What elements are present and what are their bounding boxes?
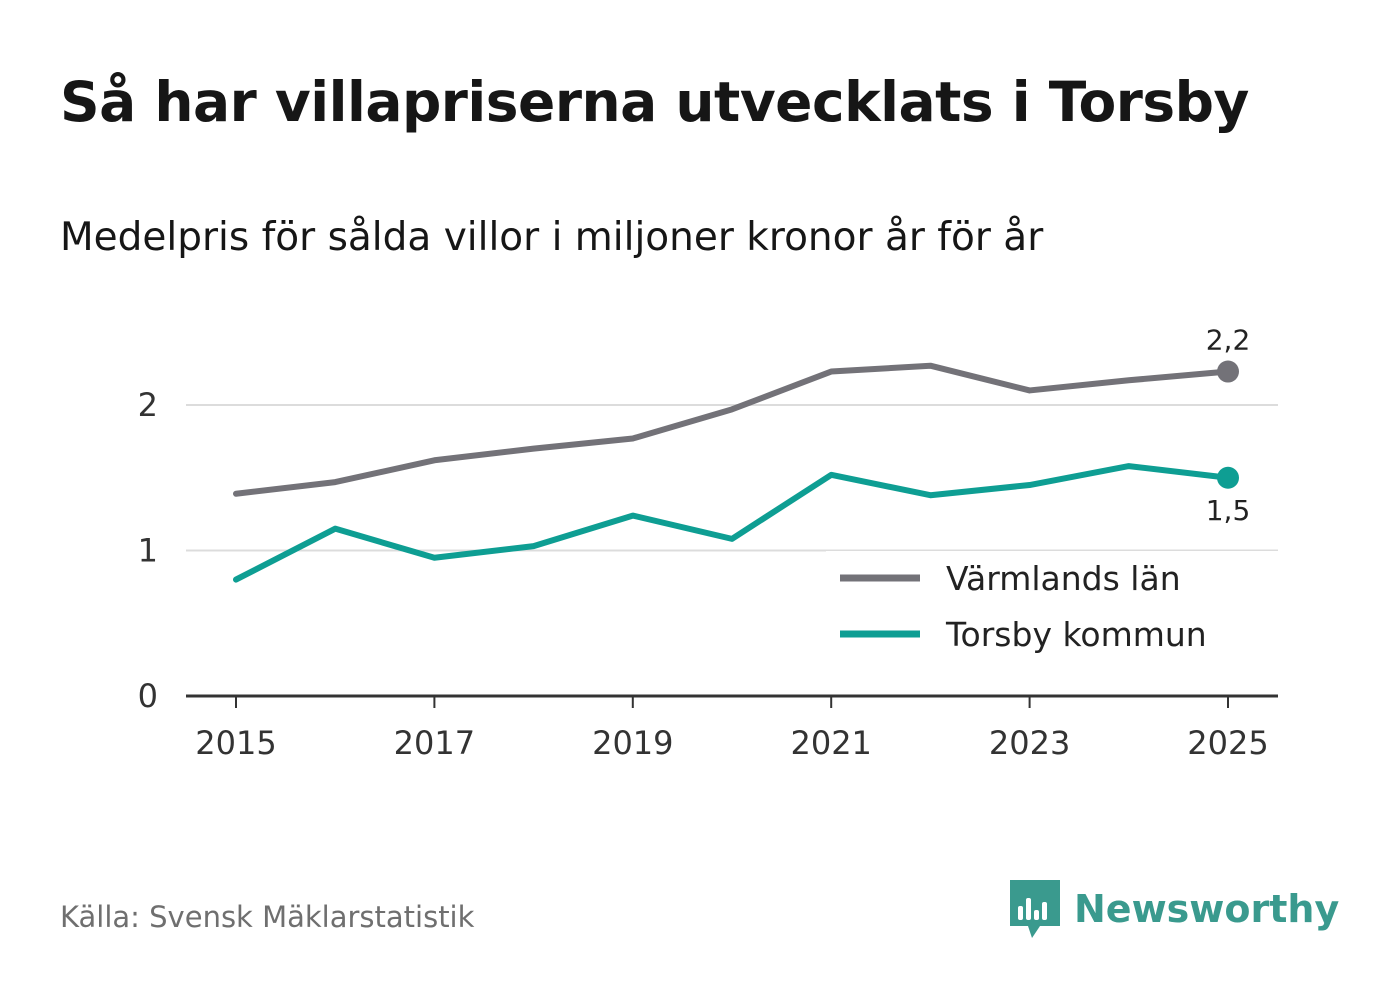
y-tick-label-0: 0 [138, 677, 158, 715]
x-tick-label-2025: 2025 [1187, 724, 1268, 762]
legend-box [826, 551, 1278, 671]
source-note: Källa: Svensk Mäklarstatistik [60, 900, 475, 934]
x-tick-label-2015: 2015 [195, 724, 276, 762]
end-label-1: 1,5 [1206, 494, 1251, 527]
legend: Värmlands län Torsby kommun [840, 559, 1207, 654]
series-lines: 2,2 1,5 [233, 324, 1251, 583]
series-line-1 [233, 463, 1231, 583]
brand-logo: Newsworthy [1010, 880, 1339, 938]
y-tick-label-2: 2 [138, 386, 158, 424]
x-tick-label-2017: 2017 [394, 724, 475, 762]
x-tick-label-2019: 2019 [592, 724, 673, 762]
series-line-0 [233, 362, 1231, 497]
x-tick-label-2023: 2023 [989, 724, 1070, 762]
chart-subtitle: Medelpris för sålda villor i miljoner kr… [60, 215, 1044, 260]
data-point-1-10 [1217, 466, 1239, 489]
brand-name: Newsworthy [1074, 887, 1340, 931]
end-label-0: 2,2 [1206, 324, 1251, 357]
y-axis-ticks: 0 1 2 [138, 386, 158, 715]
x-axis: 2015 2017 2019 2021 2023 2025 [186, 694, 1278, 762]
y-tick-label-1: 1 [138, 532, 158, 570]
legend-label-1: Torsby kommun [945, 615, 1207, 654]
grid-lines [186, 404, 1278, 552]
legend-label-0: Värmlands län [946, 559, 1181, 598]
data-point-0-10 [1217, 360, 1239, 383]
chart-title: Så har villapriserna utvecklats i Torsby [60, 70, 1249, 134]
legend-background [826, 551, 1278, 671]
x-tick-label-2021: 2021 [790, 724, 871, 762]
newsworthy-logo-icon [1010, 880, 1060, 938]
